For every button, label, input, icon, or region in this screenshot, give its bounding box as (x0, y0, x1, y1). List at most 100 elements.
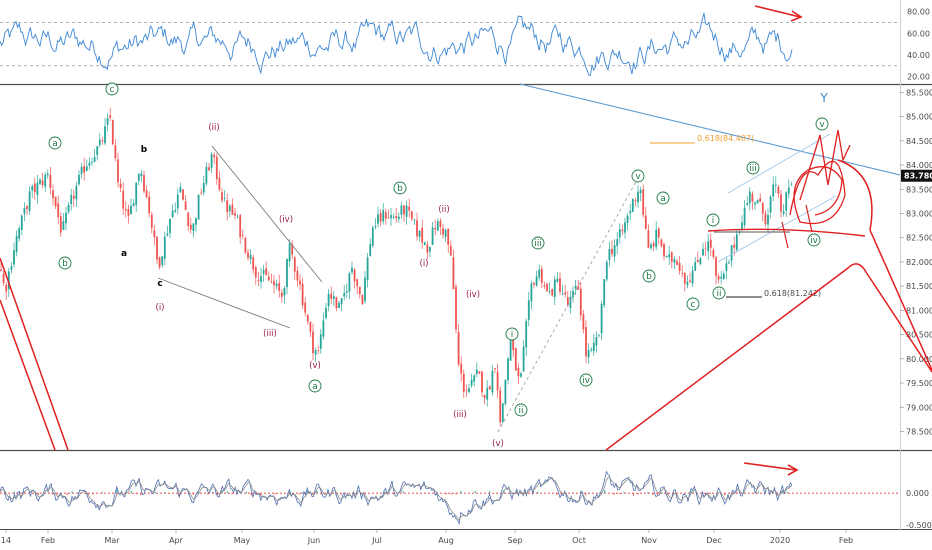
candle-body (148, 196, 151, 214)
x-tick-label: Nov (641, 536, 657, 545)
candle-body (491, 370, 494, 393)
wave-label-black: b (141, 145, 148, 155)
y-tick-label: 82.000 (906, 258, 932, 267)
candle-body (319, 334, 322, 349)
candle-body (267, 276, 270, 281)
candle-body (681, 273, 684, 275)
candle-body (694, 262, 697, 271)
histogram-bar (690, 490, 692, 494)
candle-body (413, 219, 416, 221)
candle-body (72, 195, 75, 199)
histogram-bar (221, 491, 223, 494)
candle-body (70, 194, 73, 205)
candle-body (743, 207, 746, 226)
candle-body (369, 244, 372, 256)
candle-body (449, 245, 452, 256)
candle-body (686, 282, 689, 286)
candle-body (624, 222, 626, 233)
histogram-bar (125, 491, 127, 494)
y-tick-label: 84.000 (906, 161, 932, 170)
candle-body (410, 211, 413, 219)
candle-body (465, 390, 468, 391)
candle-body (166, 233, 169, 236)
candle-body (587, 349, 590, 358)
candle-body (312, 331, 314, 354)
wave-circle (105, 82, 119, 96)
candle-body (728, 262, 730, 264)
oscillator-signal-line (0, 476, 793, 521)
candle-body (678, 262, 681, 272)
candle-body (408, 206, 411, 211)
x-tick-label: 14 (1, 536, 11, 545)
candle-body (520, 373, 522, 377)
candle-body (286, 258, 288, 288)
candle-body (239, 215, 242, 238)
wave-label-maroon: (iii) (453, 410, 467, 420)
y-tick-label: 78.500 (906, 427, 932, 436)
candle-body (41, 180, 44, 185)
candle-body (104, 126, 106, 144)
candle-body (163, 236, 166, 259)
wave-label-black: a (121, 249, 127, 259)
candle-body (189, 224, 192, 230)
candle-body (236, 216, 239, 218)
candle-body (44, 174, 47, 187)
candle-body (293, 257, 296, 272)
histogram-bar (724, 493, 726, 496)
histogram-bar (556, 493, 558, 496)
oscillator-line (0, 12, 793, 76)
wave-label-maroon: (v) (309, 361, 321, 371)
histogram-bar (489, 491, 491, 494)
candle-body (715, 257, 717, 276)
candle-body (377, 214, 379, 224)
wave-circle (579, 373, 593, 387)
histogram-bar (250, 493, 252, 496)
candle-body (754, 202, 756, 205)
candle-body (683, 273, 686, 284)
candle-body (390, 214, 392, 219)
candle-body (80, 166, 83, 175)
y-tick-label: 81.500 (906, 282, 932, 291)
histogram-bar (757, 491, 759, 494)
candle-body (218, 178, 221, 190)
histogram-bar (354, 493, 356, 495)
candle-body (626, 215, 629, 223)
candle-body (78, 174, 80, 185)
candle-body (756, 200, 759, 204)
histogram-bar (604, 489, 606, 494)
blue-trendline (519, 83, 901, 176)
histogram-bar (316, 490, 318, 494)
candle-body (499, 390, 502, 423)
y-tick-label: 83.500 (906, 185, 932, 194)
candle-body (317, 350, 320, 351)
wave-circle (58, 256, 72, 270)
candle-body (769, 196, 772, 213)
candle-body (696, 259, 699, 262)
histogram-bar (77, 492, 79, 494)
candle-body (561, 293, 564, 295)
candle-body (707, 241, 710, 252)
candle-body (592, 342, 595, 352)
x-tick-label: Feb (839, 536, 853, 545)
candle-body (629, 210, 632, 214)
y-tick-label: 85.000 (906, 113, 932, 122)
candle-body (158, 257, 161, 268)
histogram-bar (298, 493, 300, 495)
candle-body (647, 230, 650, 248)
candle-body (351, 267, 353, 273)
candle-body (288, 243, 291, 262)
candle-body (533, 282, 535, 285)
histogram-bar (212, 491, 214, 494)
candle-body (273, 281, 275, 286)
wave-circle (746, 161, 760, 175)
wave-circle (815, 117, 829, 131)
wave-label-green: v (819, 120, 825, 130)
candle-body (637, 191, 639, 203)
candle-body (145, 190, 148, 198)
candle-body (62, 221, 65, 230)
candle-body (384, 212, 387, 219)
x-tick-label: Jul (371, 536, 382, 545)
candle-body (314, 350, 317, 355)
candle-body (179, 187, 182, 193)
